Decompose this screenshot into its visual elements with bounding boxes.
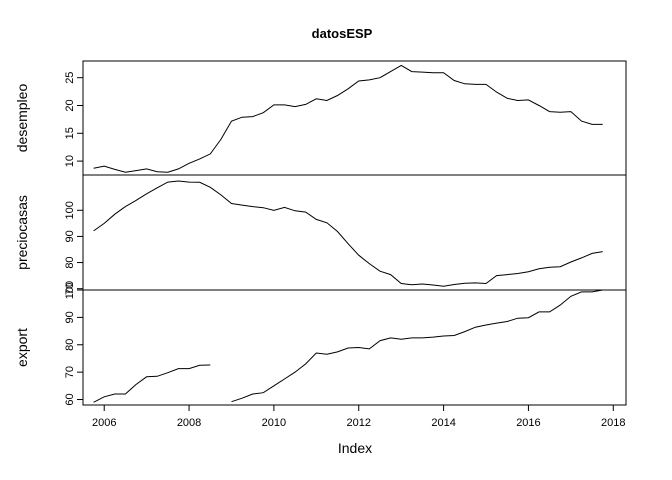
panel-frame	[82, 60, 627, 176]
x-axis-label: Index	[338, 440, 372, 456]
y-tick-label: 80	[64, 339, 76, 351]
y-tick-label: 80	[64, 256, 76, 268]
x-axis: 2006 2008 2010 2012 2014 2016 2018	[92, 404, 626, 429]
series-line-desempleo	[93, 64, 603, 173]
y-tick-label: 70	[64, 283, 76, 295]
panel-preciocasas: 70 80 90 100 preciocasas	[14, 174, 627, 295]
y-tick-label: 70	[64, 366, 76, 378]
y-tick-label: 90	[64, 311, 76, 323]
series-line-export	[93, 289, 603, 403]
chart-title: datosESP	[312, 26, 373, 41]
y-tick-label: 20	[64, 99, 76, 111]
y-tick-label: 100	[64, 281, 76, 299]
y-axis-label: desempleo	[14, 84, 30, 153]
y-tick-label: 60	[64, 393, 76, 405]
y-tick-label: 15	[64, 127, 76, 139]
x-tick-label: 2016	[516, 417, 540, 429]
panels: 10 15 20 25 desempleo 70 80 90 100 preciocasas 60 7…	[14, 60, 627, 406]
x-tick-label: 2006	[92, 417, 116, 429]
series-line-preciocasas	[93, 180, 603, 287]
y-tick-label: 10	[64, 155, 76, 167]
y-tick-label: 100	[64, 201, 76, 219]
x-tick-label: 2014	[431, 417, 455, 429]
y-tick-label: 90	[64, 230, 76, 242]
y-axis-label: preciocasas	[14, 195, 30, 270]
y-tick-label: 25	[64, 72, 76, 84]
panel-export: 60 70 80 90 100 export	[14, 281, 627, 406]
x-tick-label: 2008	[177, 417, 201, 429]
panel-frame	[82, 174, 627, 291]
x-tick-label: 2012	[347, 417, 371, 429]
y-axis-label: export	[14, 328, 30, 367]
panel-desempleo: 10 15 20 25 desempleo	[14, 60, 627, 176]
x-tick-label: 2018	[601, 417, 625, 429]
x-tick-label: 2010	[262, 417, 286, 429]
